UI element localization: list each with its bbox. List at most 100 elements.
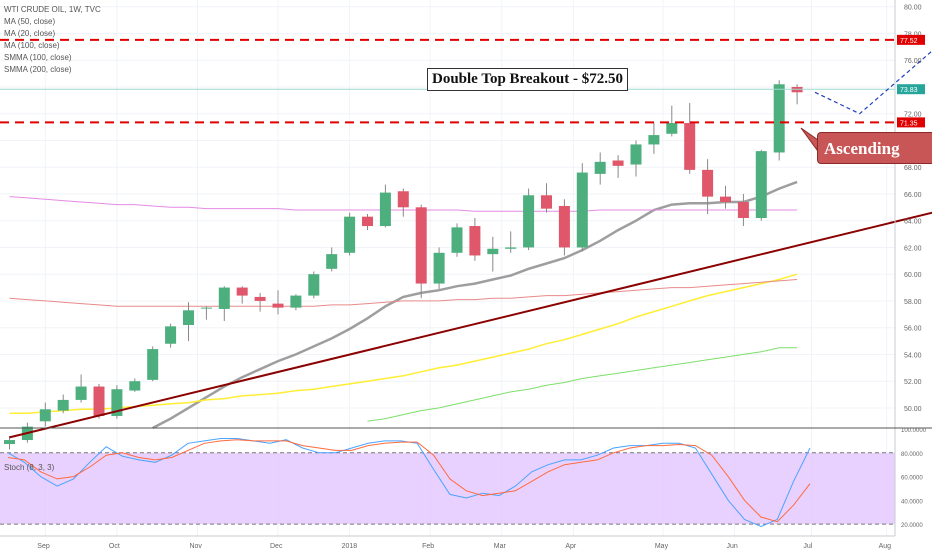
callout-pointer [800,127,819,152]
candle-up [451,227,463,253]
candle-up [576,172,588,248]
stoch-tick-label: 80.0000 [901,452,923,458]
candle-up [308,274,320,296]
stoch-tick-label: 40.0000 [901,499,923,505]
series-line-smma100 [9,279,798,307]
symbol-line: WTI CRUDE OIL, 1W, TVC [4,5,101,14]
candle-down [236,287,248,296]
candle-down [737,201,749,219]
time-tick-label: Nov [189,543,202,550]
candle-up [57,399,69,411]
candles [4,80,803,450]
candle-up [39,409,51,422]
price-tick-label: 62.00 [904,245,922,252]
price-tick-label: 80.00 [904,5,922,12]
candle-down [362,216,373,227]
candle-down [93,386,105,416]
price-tick-label: 68.00 [904,165,922,172]
stoch-tick-label: 20.0000 [901,523,923,529]
candle-down [684,123,696,170]
candle-up [630,144,642,165]
price-tick-label: 60.00 [904,272,922,279]
price-tick-label: 66.00 [904,192,922,199]
candle-up [147,349,159,380]
headline-annotation: Double Top Breakout - $72.50 [427,68,629,91]
stoch-band [0,452,895,525]
time-tick-label: Feb [422,543,434,550]
candle-up [111,389,123,416]
study-ma50: MA (50, close) [4,17,56,26]
candle-up [326,254,338,269]
time-tick-label: 2018 [342,543,358,550]
candle-down [397,191,409,208]
candle-up [344,216,356,253]
price-tick-label: 76.00 [904,58,922,65]
candle-down [720,196,731,202]
series-line-ma50 [9,273,798,415]
price-label-box [897,84,925,95]
study-smma200: SMMA (200, close) [4,65,72,74]
candle-up [165,326,177,344]
study-smma100: SMMA (100, close) [4,53,72,62]
legend: WTI CRUDE OIL, 1W, TVC MA (50, close) MA… [4,4,101,76]
candle-up [523,195,535,248]
time-tick-label: Jun [726,543,737,550]
time-tick-label: Apr [565,543,577,550]
study-ma100: MA (100, close) [4,41,60,50]
candle-up [773,84,785,153]
price-tick-label: 58.00 [904,299,922,306]
candle-up [75,386,87,400]
candle-up [666,123,678,134]
candle-up [4,440,15,445]
stochastic-panel [0,438,895,528]
overlays [0,38,932,439]
candle-down [272,303,284,308]
candle-up [290,295,302,308]
price-tick-label: 56.00 [904,326,922,333]
candle-down [612,160,624,166]
price-label-box [897,117,925,128]
candle-down [702,169,714,197]
candle-up [129,381,141,391]
stoch-label: Stoch (8, 3, 3) [4,463,55,472]
candle-down [415,207,427,284]
ascending-trend-line [9,211,932,439]
candle-up [594,161,606,174]
moving-averages [9,180,798,430]
candle-down [558,205,570,248]
time-tick-label: Dec [270,543,283,550]
candle-up [487,248,499,255]
stoch-tick-label: 60.0000 [901,476,923,482]
candle-down [469,226,481,256]
price-label-text: 77.52 [900,38,918,45]
time-tick-label: Sep [37,543,50,550]
candle-up [648,135,660,145]
candle-down [254,296,266,301]
candle-down [541,195,552,209]
time-tick-label: Oct [109,543,120,550]
time-tick-label: Jul [803,543,812,550]
series-line-ma100 [367,347,798,422]
time-tick-label: Aug [879,543,892,550]
price-tick-label: 72.00 [904,112,922,119]
price-label-text: 73.83 [900,87,918,94]
ascending-callout: Ascending [817,132,932,164]
price-label-box [897,34,925,45]
price-tick-label: 52.00 [904,379,922,386]
study-ma20: MA (20, close) [4,29,56,38]
price-label-text: 71.35 [900,120,918,127]
price-tick-label: 64.00 [904,219,922,226]
price-tick-label: 50.00 [904,406,922,413]
candle-up [755,151,767,219]
stoch-d-line [7,439,811,523]
candle-up [218,287,230,309]
candle-up [505,247,517,249]
candle-up [183,310,194,326]
series-line-ma20 [152,180,798,430]
price-tick-label: 54.00 [904,352,922,359]
candle-up [379,192,391,227]
candle-up [200,307,212,309]
candle-up [433,252,445,284]
time-tick-label: May [655,543,669,550]
